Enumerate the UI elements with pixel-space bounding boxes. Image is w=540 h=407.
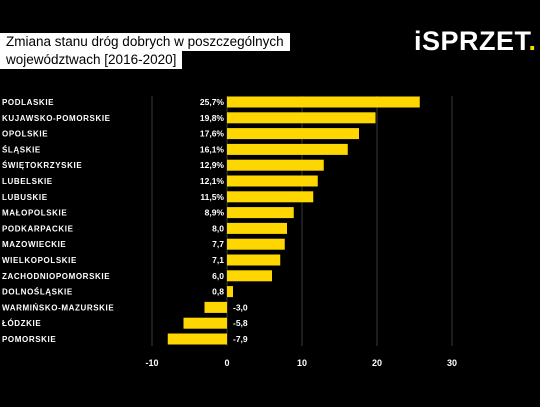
value-label-4: 12,9% bbox=[200, 160, 225, 170]
value-label-5: 12,1% bbox=[200, 176, 225, 186]
category-label-11: ZACHODNIOPOMORSKIE bbox=[2, 272, 110, 281]
value-label-7: 8,9% bbox=[205, 208, 225, 218]
bar-7 bbox=[227, 207, 294, 219]
bar-12 bbox=[227, 286, 233, 298]
bar-14 bbox=[183, 317, 227, 329]
bar-0 bbox=[227, 96, 420, 108]
chart-title-line2: województwach [2016-2020] bbox=[0, 51, 183, 69]
value-label-14: -5,8 bbox=[233, 318, 248, 328]
x-tick-label-3: 20 bbox=[372, 358, 382, 368]
logo-text: SPRZET bbox=[422, 26, 529, 56]
value-label-8: 8,0 bbox=[212, 223, 224, 233]
category-label-8: PODKARPACKIE bbox=[2, 224, 74, 233]
x-tick-label-2: 10 bbox=[297, 358, 307, 368]
value-label-2: 17,6% bbox=[200, 129, 225, 139]
bar-2 bbox=[227, 128, 359, 140]
value-label-9: 7,7 bbox=[212, 239, 224, 249]
category-label-15: POMORSKIE bbox=[2, 335, 56, 344]
bar-10 bbox=[227, 254, 281, 266]
category-label-1: KUJAWSKO-POMORSKIE bbox=[2, 114, 111, 123]
bar-6 bbox=[227, 191, 314, 203]
category-label-5: LUBELSKIE bbox=[2, 177, 53, 186]
bar-8 bbox=[227, 222, 287, 234]
value-label-6: 11,5% bbox=[200, 192, 224, 202]
x-tick-label-4: 30 bbox=[447, 358, 457, 368]
x-tick-label-1: 0 bbox=[224, 358, 229, 368]
category-label-12: DOLNOŚLĄSKIE bbox=[2, 288, 73, 297]
value-label-13: -3,0 bbox=[233, 302, 248, 312]
value-label-10: 7,1 bbox=[212, 255, 224, 265]
value-label-3: 16,1% bbox=[200, 144, 225, 154]
value-label-15: -7,9 bbox=[233, 334, 248, 344]
bar-5 bbox=[227, 175, 318, 187]
value-label-12: 0,8 bbox=[212, 287, 224, 297]
category-label-2: OPOLSKIE bbox=[2, 130, 48, 139]
chart-title-line1: Zmiana stanu dróg dobrych w poszczególny… bbox=[0, 33, 290, 51]
category-label-14: ŁÓDZKIE bbox=[2, 319, 41, 328]
bar-3 bbox=[227, 143, 348, 155]
category-label-0: PODLASKIE bbox=[2, 98, 54, 107]
category-label-4: ŚWIĘTOKRZYSKIE bbox=[2, 161, 82, 170]
bar-15 bbox=[167, 333, 227, 345]
category-label-3: ŚLĄSKIE bbox=[2, 145, 41, 154]
value-label-11: 6,0 bbox=[212, 271, 224, 281]
bar-1 bbox=[227, 112, 376, 124]
bar-13 bbox=[204, 301, 227, 313]
logo-dot: . bbox=[528, 26, 537, 56]
category-label-10: WIELKOPOLSKIE bbox=[2, 256, 77, 265]
category-label-7: MAŁOPOLSKIE bbox=[2, 209, 67, 218]
x-tick-label-0: -10 bbox=[145, 358, 158, 368]
category-label-13: WARMIŃSKO-MAZURSKIE bbox=[2, 303, 114, 312]
category-label-9: MAZOWIECKIE bbox=[2, 240, 66, 249]
bar-4 bbox=[227, 159, 324, 171]
bar-11 bbox=[227, 270, 272, 282]
logo-prefix: i bbox=[414, 26, 423, 56]
brand-logo: iSPRZET. bbox=[414, 26, 537, 57]
value-label-1: 19,8% bbox=[200, 113, 225, 123]
value-label-0: 25,7% bbox=[200, 97, 225, 107]
bar-9 bbox=[227, 238, 285, 250]
category-label-6: LUBUSKIE bbox=[2, 193, 48, 202]
